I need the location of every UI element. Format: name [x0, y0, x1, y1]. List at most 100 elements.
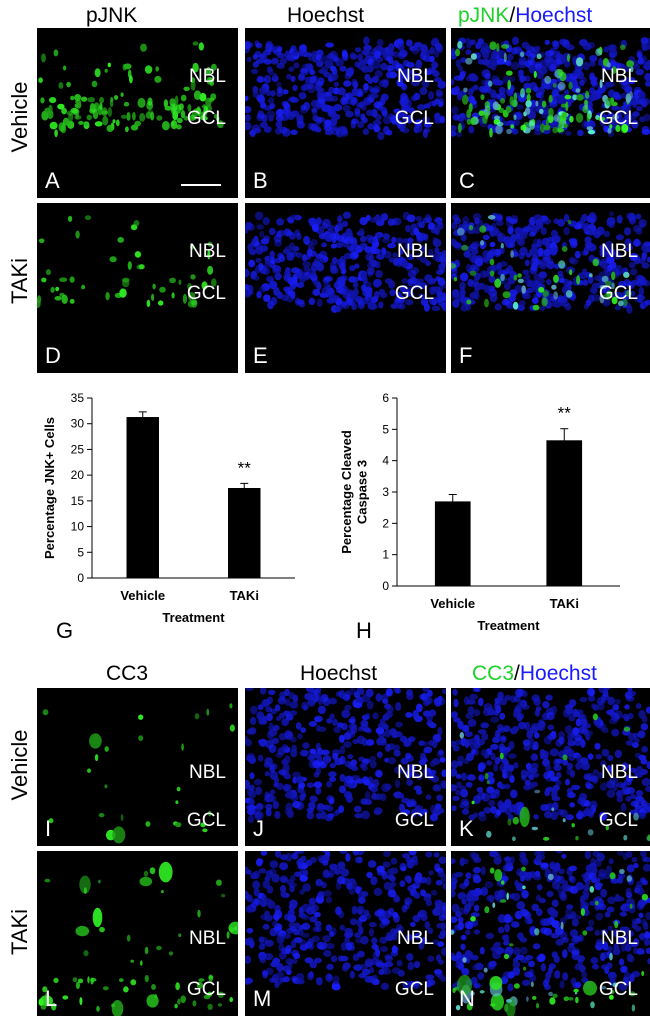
- nucleus: [595, 753, 602, 760]
- marker-cell: [575, 996, 579, 1004]
- nucleus: [393, 688, 401, 694]
- nucleus: [345, 110, 354, 118]
- nucleus: [580, 757, 589, 765]
- nucleus: [523, 743, 531, 751]
- nucleus: [261, 894, 267, 902]
- nucleus: [503, 282, 511, 290]
- nucleus: [637, 730, 646, 739]
- nucleus: [457, 916, 464, 923]
- nucleus: [322, 222, 328, 229]
- nucleus: [486, 760, 493, 766]
- marker-cell: [175, 800, 179, 804]
- nucleus: [384, 961, 394, 968]
- marker-cell: [101, 107, 108, 117]
- nucleus: [488, 778, 495, 785]
- nucleus: [425, 974, 435, 980]
- nucleus: [254, 265, 261, 274]
- marker-cell: [586, 126, 593, 131]
- nucleus: [558, 736, 565, 745]
- marker-cell: [188, 292, 196, 301]
- nucleus: [279, 862, 289, 871]
- marker-cell: [568, 81, 573, 90]
- nucleus: [307, 699, 316, 707]
- marker-cell: [601, 275, 609, 283]
- nucleus: [536, 724, 546, 732]
- nucleus: [596, 226, 605, 236]
- marker-cell: [618, 300, 624, 307]
- nucleus: [403, 809, 410, 815]
- nucleus: [313, 688, 319, 696]
- nucleus: [373, 279, 381, 289]
- nucleus: [623, 65, 631, 73]
- nucleus: [494, 303, 502, 311]
- marker-cell: [565, 290, 573, 298]
- nucleus: [460, 57, 467, 63]
- nucleus: [460, 788, 469, 798]
- nucleus: [328, 86, 335, 94]
- marker-cell: [123, 986, 129, 993]
- marker-cell: [513, 92, 518, 102]
- nucleus: [516, 104, 524, 110]
- marker-cell: [588, 273, 593, 278]
- nucleus: [579, 965, 586, 973]
- nucleus: [347, 754, 354, 760]
- nucleus: [572, 711, 581, 718]
- nucleus: [435, 89, 443, 97]
- nucleus: [487, 225, 494, 232]
- marker-cell: [117, 237, 124, 243]
- nucleus: [265, 40, 273, 49]
- nucleus: [576, 812, 584, 820]
- nucleus: [567, 736, 573, 745]
- marker-cell: [549, 997, 556, 1005]
- marker-cell: [146, 994, 159, 1008]
- nucleus: [608, 858, 614, 865]
- nucleus: [362, 758, 371, 764]
- nucleus: [269, 789, 276, 795]
- nucleus: [606, 962, 613, 969]
- nucleus: [512, 961, 521, 969]
- marker-cell: [40, 97, 45, 104]
- nucleus: [521, 41, 530, 49]
- nucleus: [265, 706, 273, 713]
- marker-cell: [520, 88, 525, 98]
- nucleus: [376, 737, 383, 746]
- marker-cell: [58, 82, 64, 89]
- marker-cell: [535, 1002, 540, 1009]
- nucleus: [374, 807, 383, 815]
- nucleus: [569, 875, 576, 884]
- marker-cell: [597, 116, 606, 122]
- marker-cell: [559, 71, 567, 82]
- marker-cell: [509, 96, 514, 106]
- nucleus: [324, 275, 333, 282]
- nucleus: [467, 88, 474, 96]
- nucleus: [415, 215, 422, 222]
- nucleus: [406, 779, 413, 786]
- marker-cell: [156, 945, 162, 951]
- marker-cell: [455, 48, 460, 57]
- nucleus: [493, 701, 501, 711]
- nucleus: [587, 243, 597, 252]
- nucleus: [641, 252, 647, 261]
- marker-cell: [161, 890, 164, 894]
- nucleus: [399, 880, 406, 888]
- marker-cell: [168, 951, 174, 956]
- nucleus: [264, 262, 274, 268]
- nucleus: [624, 239, 633, 246]
- merged-stain-label-bottom: Hoechst: [519, 662, 597, 685]
- nucleus: [517, 713, 525, 720]
- nucleus: [361, 810, 370, 820]
- nucleus: [410, 282, 416, 291]
- marker-cell: [629, 903, 633, 909]
- nucleus: [508, 740, 515, 750]
- layer-label-gcl: GCL: [394, 810, 434, 831]
- marker-cell: [615, 124, 621, 132]
- marker-cell: [193, 90, 202, 100]
- nucleus: [354, 47, 362, 53]
- layer-label-nbl: NBL: [189, 762, 226, 783]
- marker-cell: [178, 933, 182, 938]
- nucleus: [536, 238, 543, 248]
- nucleus: [607, 754, 614, 762]
- nucleus: [582, 279, 589, 286]
- nucleus: [300, 85, 307, 91]
- nucleus: [352, 281, 359, 289]
